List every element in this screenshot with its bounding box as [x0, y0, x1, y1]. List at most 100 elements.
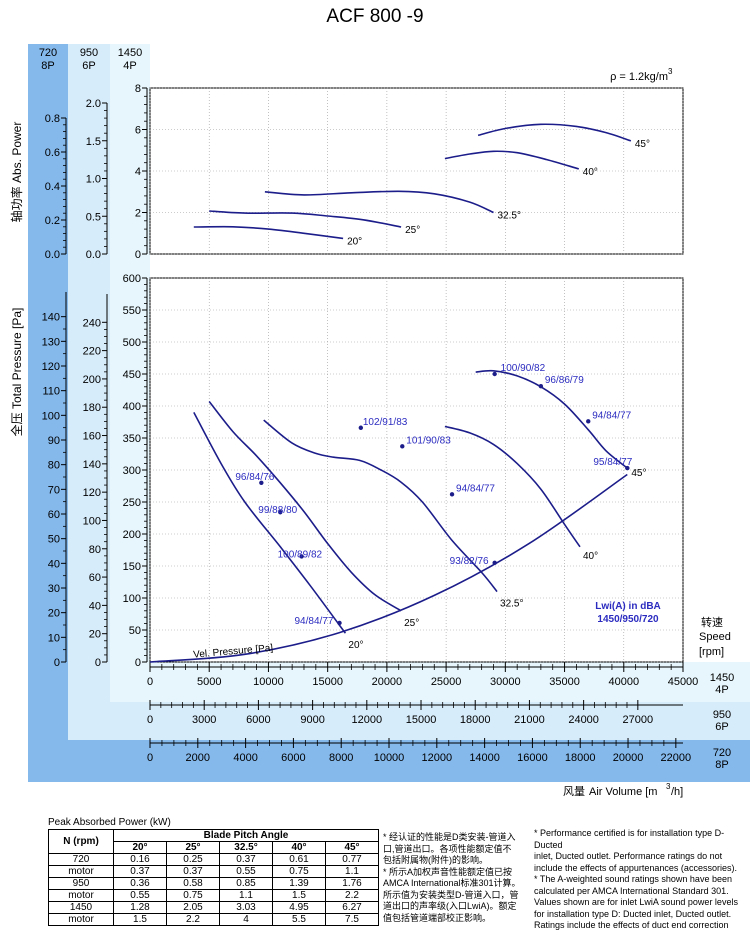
- fan-performance-chart: 7208P9506P14504P024680.00.51.01.52.00.00…: [9, 44, 750, 798]
- power-axis-4p-tick-label: 2: [135, 208, 141, 220]
- table-cell: 0.61: [272, 853, 326, 866]
- x-axis-4p-tick-label: 30000: [490, 676, 521, 688]
- chart-title: ACF 800 -9: [326, 6, 424, 27]
- x-axis-speed-label: 720: [713, 747, 731, 759]
- x-axis-8p-tick-label: 20000: [613, 752, 644, 764]
- angle-header: 20°: [113, 841, 167, 854]
- pressure-axis-8p-tick-label: 110: [42, 386, 60, 398]
- table-cell: 0.58: [166, 877, 220, 890]
- power-table: N (rpm) Blade Pitch Angle 20° 25° 32.5° 40°…: [48, 829, 379, 926]
- pressure-curve-label: 45°: [631, 468, 646, 479]
- power-curve: [444, 150, 580, 170]
- x-axis-8p-tick-label: 22000: [661, 752, 692, 764]
- table-row: 950 0.36 0.58 0.85 1.39 1.76: [48, 877, 379, 890]
- sound-point: [337, 620, 342, 626]
- angle-header: 32.5°: [219, 841, 273, 854]
- table-cell: 1.1: [325, 865, 379, 878]
- table-cell: 4.95: [272, 901, 326, 914]
- sound-label: 99/88/80: [258, 505, 297, 516]
- pressure-axis-4p-tick-label: 50: [129, 625, 141, 637]
- note-line: 包括附属物(附件)的影响。: [383, 855, 488, 865]
- power-axis-8p-tick-label: 0.8: [45, 113, 60, 125]
- power-curve: [264, 190, 494, 214]
- pressure-axis-8p-tick-label: 90: [48, 435, 60, 447]
- pressure-axis-6p-tick-label: 220: [83, 346, 101, 358]
- power-curve-label: 20°: [347, 236, 362, 247]
- pressure-axis-6p-tick-label: 200: [83, 374, 101, 386]
- sound-label: 101/90/83: [406, 435, 451, 446]
- note-line: * 经认证的性能是D类安装-管道入: [383, 832, 516, 842]
- band-x-6p: [68, 702, 750, 740]
- density-sup: 3: [668, 67, 673, 76]
- x-axis-6p-tick-label: 24000: [568, 714, 599, 726]
- note-line: Ratings include the effects of duct end …: [534, 920, 729, 930]
- pressure-axis-8p-tick-label: 30: [48, 583, 60, 595]
- pressure-axis-4p-tick-label: 250: [123, 497, 141, 509]
- pressure-axis-6p-tick-label: 180: [83, 402, 101, 414]
- pressure-axis-6p-tick-label: 100: [83, 515, 101, 527]
- power-axis-4p-tick-label: 6: [135, 125, 141, 137]
- x-axis-6p-tick-label: 18000: [460, 714, 491, 726]
- x-axis-speed-label: 950: [713, 709, 731, 721]
- table-cell: 2.05: [166, 901, 220, 914]
- power-axis-6p-tick-label: 1.0: [86, 174, 101, 186]
- x-axis-6p-tick-label: 9000: [300, 714, 324, 726]
- sound-point: [492, 560, 497, 565]
- power-curve-label: 32.5°: [497, 211, 520, 222]
- x-axis-speed-label: 4P: [715, 684, 728, 696]
- sound-label: 93/82/76: [450, 556, 489, 567]
- angle-header: 45°: [325, 841, 379, 854]
- x-axis-6p-tick-label: 27000: [623, 714, 654, 726]
- x-axis-title-cn: 风量: [563, 785, 585, 798]
- pressure-axis-4p-tick-label: 400: [123, 401, 141, 413]
- x-axis-8p-tick-label: 12000: [422, 752, 453, 764]
- sound-point: [259, 480, 264, 485]
- row-label: 950: [48, 877, 114, 890]
- speed-label-en: Speed: [699, 631, 731, 643]
- sound-label: 95/84/77: [593, 457, 632, 468]
- sound-point: [625, 465, 630, 471]
- power-axis-8p-tick-label: 0.2: [45, 215, 60, 227]
- row-label: motor: [48, 889, 114, 902]
- notes-en: * Performance certified is for installat…: [534, 828, 744, 932]
- x-axis-4p-tick-label: 20000: [372, 676, 403, 688]
- power-curve-label: 25°: [405, 225, 420, 236]
- pressure-curve: [263, 419, 498, 593]
- sound-label: 94/84/77: [456, 483, 495, 494]
- row-label: 720: [48, 853, 114, 866]
- x-axis-title-tail: /h]: [671, 786, 683, 798]
- table-row: 1450 1.28 2.05 3.03 4.95 6.27: [48, 901, 379, 914]
- notes-cn: * 经认证的性能是D类安装-管道入 口,管道出口。各项性能额定值不 包括附属物(附件…: [383, 832, 533, 924]
- power-table-title: Peak Absorbed Power (kW): [48, 817, 171, 828]
- power-curve-label: 45°: [635, 139, 650, 150]
- x-axis-8p-tick-label: 16000: [517, 752, 548, 764]
- pressure-curve-label: 25°: [404, 618, 419, 629]
- x-axis-speed-label: 6P: [715, 721, 728, 733]
- note-line: 所示值为安装类型D-管道入口，管: [383, 889, 519, 900]
- angle-header: 40°: [272, 841, 326, 854]
- x-axis-4p-tick-label: 10000: [253, 676, 284, 688]
- legend-speeds: 1450/950/720: [597, 614, 659, 625]
- speed-column-poles: 6P: [82, 60, 95, 72]
- pressure-axis-8p-tick-label: 120: [42, 361, 60, 373]
- table-cell: 0.37: [166, 865, 220, 878]
- pressure-axis-4p-tick-label: 350: [123, 433, 141, 445]
- pressure-axis-8p-tick-label: 70: [48, 484, 60, 496]
- table-cell: 1.5: [272, 889, 326, 902]
- x-axis-4p-tick-label: 45000: [668, 676, 699, 688]
- x-axis-6p-tick-label: 0: [147, 714, 153, 726]
- note-line: AMCA International标准301计算。: [383, 878, 521, 888]
- pressure-axis-title: 全压 Total Pressure [Pa]: [9, 308, 24, 437]
- col-header: Blade Pitch Angle: [113, 829, 379, 842]
- table-row: motor 0.55 0.75 1.1 1.5 2.2: [48, 889, 379, 902]
- sound-label: 96/86/79: [545, 375, 584, 386]
- x-axis-4p-tick-label: 40000: [608, 676, 639, 688]
- x-axis-6p-tick-label: 6000: [246, 714, 270, 726]
- power-curve: [209, 210, 402, 228]
- pressure-axis-6p-tick-label: 160: [83, 431, 101, 443]
- pressure-axis-8p-tick-label: 80: [48, 460, 60, 472]
- pressure-axis-8p-tick-label: 140: [42, 312, 60, 324]
- note-line: calculated per AMCA International Standa…: [534, 885, 729, 896]
- pressure-axis-4p-tick-label: 450: [123, 369, 141, 381]
- x-axis-8p-tick-label: 2000: [186, 752, 210, 764]
